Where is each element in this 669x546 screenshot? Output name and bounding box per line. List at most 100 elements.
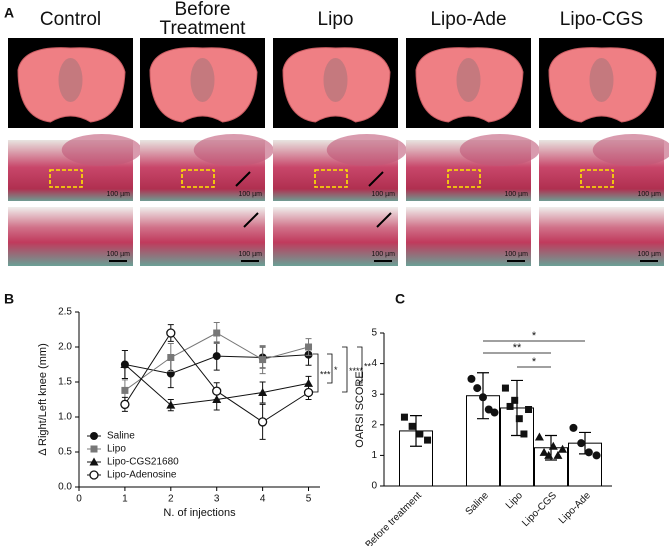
marker <box>257 417 268 427</box>
scale-label: 100 µm <box>107 251 131 258</box>
marker <box>166 328 176 338</box>
roi-box <box>314 169 348 188</box>
marker <box>120 399 130 410</box>
scale-label: 100 µm <box>505 251 529 258</box>
panel-letter: A <box>4 5 14 21</box>
data-point <box>467 374 476 383</box>
condyle <box>592 134 669 166</box>
arrow <box>376 212 392 228</box>
condyle <box>193 134 274 166</box>
data-point <box>553 450 563 459</box>
data-point <box>515 415 523 423</box>
x-tick-label: Lipo-Ade <box>557 490 593 526</box>
legend-marker <box>90 445 98 453</box>
y-axis-label: OARSI SCORE <box>354 371 366 447</box>
significance-label: ** <box>513 342 522 354</box>
scale-label: 100 µm <box>239 251 263 258</box>
data-point <box>506 402 514 410</box>
column-title: Lipo <box>318 9 354 30</box>
marker <box>120 360 130 368</box>
data-point <box>525 406 533 413</box>
y-tick-label: 1.5 <box>58 377 72 388</box>
x-tick-label: 1 <box>122 494 128 505</box>
data-point <box>584 448 593 457</box>
marker <box>212 386 222 396</box>
data-point <box>416 430 424 438</box>
knee-notch <box>323 58 348 102</box>
data-point <box>539 447 549 456</box>
y-tick-label: 0.5 <box>58 447 72 458</box>
significance-label: * <box>532 330 537 342</box>
column-title: Before Treatment <box>160 0 247 39</box>
scale-label: 100 µm <box>505 191 529 198</box>
column-title: Control <box>40 9 101 30</box>
knee-notch <box>58 58 83 102</box>
significance-bracket <box>327 353 333 384</box>
marker <box>258 388 268 396</box>
column-title: Lipo-CGS <box>560 9 643 30</box>
data-point <box>534 432 544 441</box>
data-point <box>490 408 499 417</box>
data-point <box>520 430 528 438</box>
x-axis-label: N. of injections <box>163 507 236 519</box>
x-tick-label: 3 <box>214 494 220 505</box>
scale-label: 100 µm <box>372 251 396 258</box>
x-tick-label: 2 <box>168 494 174 505</box>
y-tick-label: 4 <box>371 358 377 369</box>
arrow <box>368 171 384 187</box>
error-bar <box>410 415 422 447</box>
scale-label: 100 µm <box>107 191 131 198</box>
data-point <box>479 393 487 402</box>
y-tick-label: 3 <box>371 389 377 400</box>
roi-box <box>447 169 481 188</box>
scale-label: 100 µm <box>372 191 396 198</box>
y-tick-label: 0 <box>371 481 377 492</box>
histology-zoom <box>406 207 531 266</box>
data-point <box>577 439 586 448</box>
legend-marker <box>89 470 99 480</box>
significance-bracket <box>313 353 319 393</box>
significance-label: ** <box>364 361 372 371</box>
data-point <box>592 451 601 460</box>
y-tick-label: 2.5 <box>58 307 72 318</box>
knee-notch <box>589 58 614 102</box>
legend-label: Lipo-CGS21680 <box>107 457 179 468</box>
marker <box>167 354 175 361</box>
legend-label: Lipo-Adenosine <box>107 470 177 481</box>
x-tick-label: Lipo <box>504 490 525 511</box>
y-tick-label: 2.0 <box>58 342 72 353</box>
significance-label: * <box>532 356 537 368</box>
scale-label: 100 µm <box>638 251 662 258</box>
y-tick-label: 1 <box>371 450 377 461</box>
marker <box>303 387 314 398</box>
marker <box>212 352 221 361</box>
legend-marker <box>89 457 99 466</box>
x-tick-label: 4 <box>260 494 266 505</box>
roi-box <box>49 169 83 188</box>
data-point <box>400 413 408 421</box>
data-point <box>408 422 416 430</box>
x-tick-label: Lipo-CGS <box>520 490 559 529</box>
knee-notch <box>190 58 215 102</box>
y-tick-label: 0.0 <box>58 482 72 493</box>
y-tick-label: 2 <box>371 419 377 430</box>
data-point <box>424 436 432 444</box>
significance-label: * <box>334 365 338 375</box>
arrow <box>243 212 259 228</box>
histology-zoom <box>273 207 398 266</box>
histology-zoom <box>140 207 265 266</box>
x-tick-label: 0 <box>76 494 82 505</box>
x-tick-label: Before treatment <box>364 490 425 546</box>
x-tick-label: Saline <box>464 490 492 518</box>
histology-zoom <box>8 207 133 266</box>
data-point <box>548 441 558 450</box>
y-tick-label: 1.0 <box>58 412 72 423</box>
data-point <box>558 444 568 453</box>
data-point <box>569 423 578 432</box>
knee-notch <box>456 58 481 102</box>
scale-label: 100 µm <box>638 191 662 198</box>
roi-box <box>181 169 215 188</box>
column-title: Lipo-Ade <box>430 9 506 30</box>
significance-label: **** <box>349 366 364 376</box>
